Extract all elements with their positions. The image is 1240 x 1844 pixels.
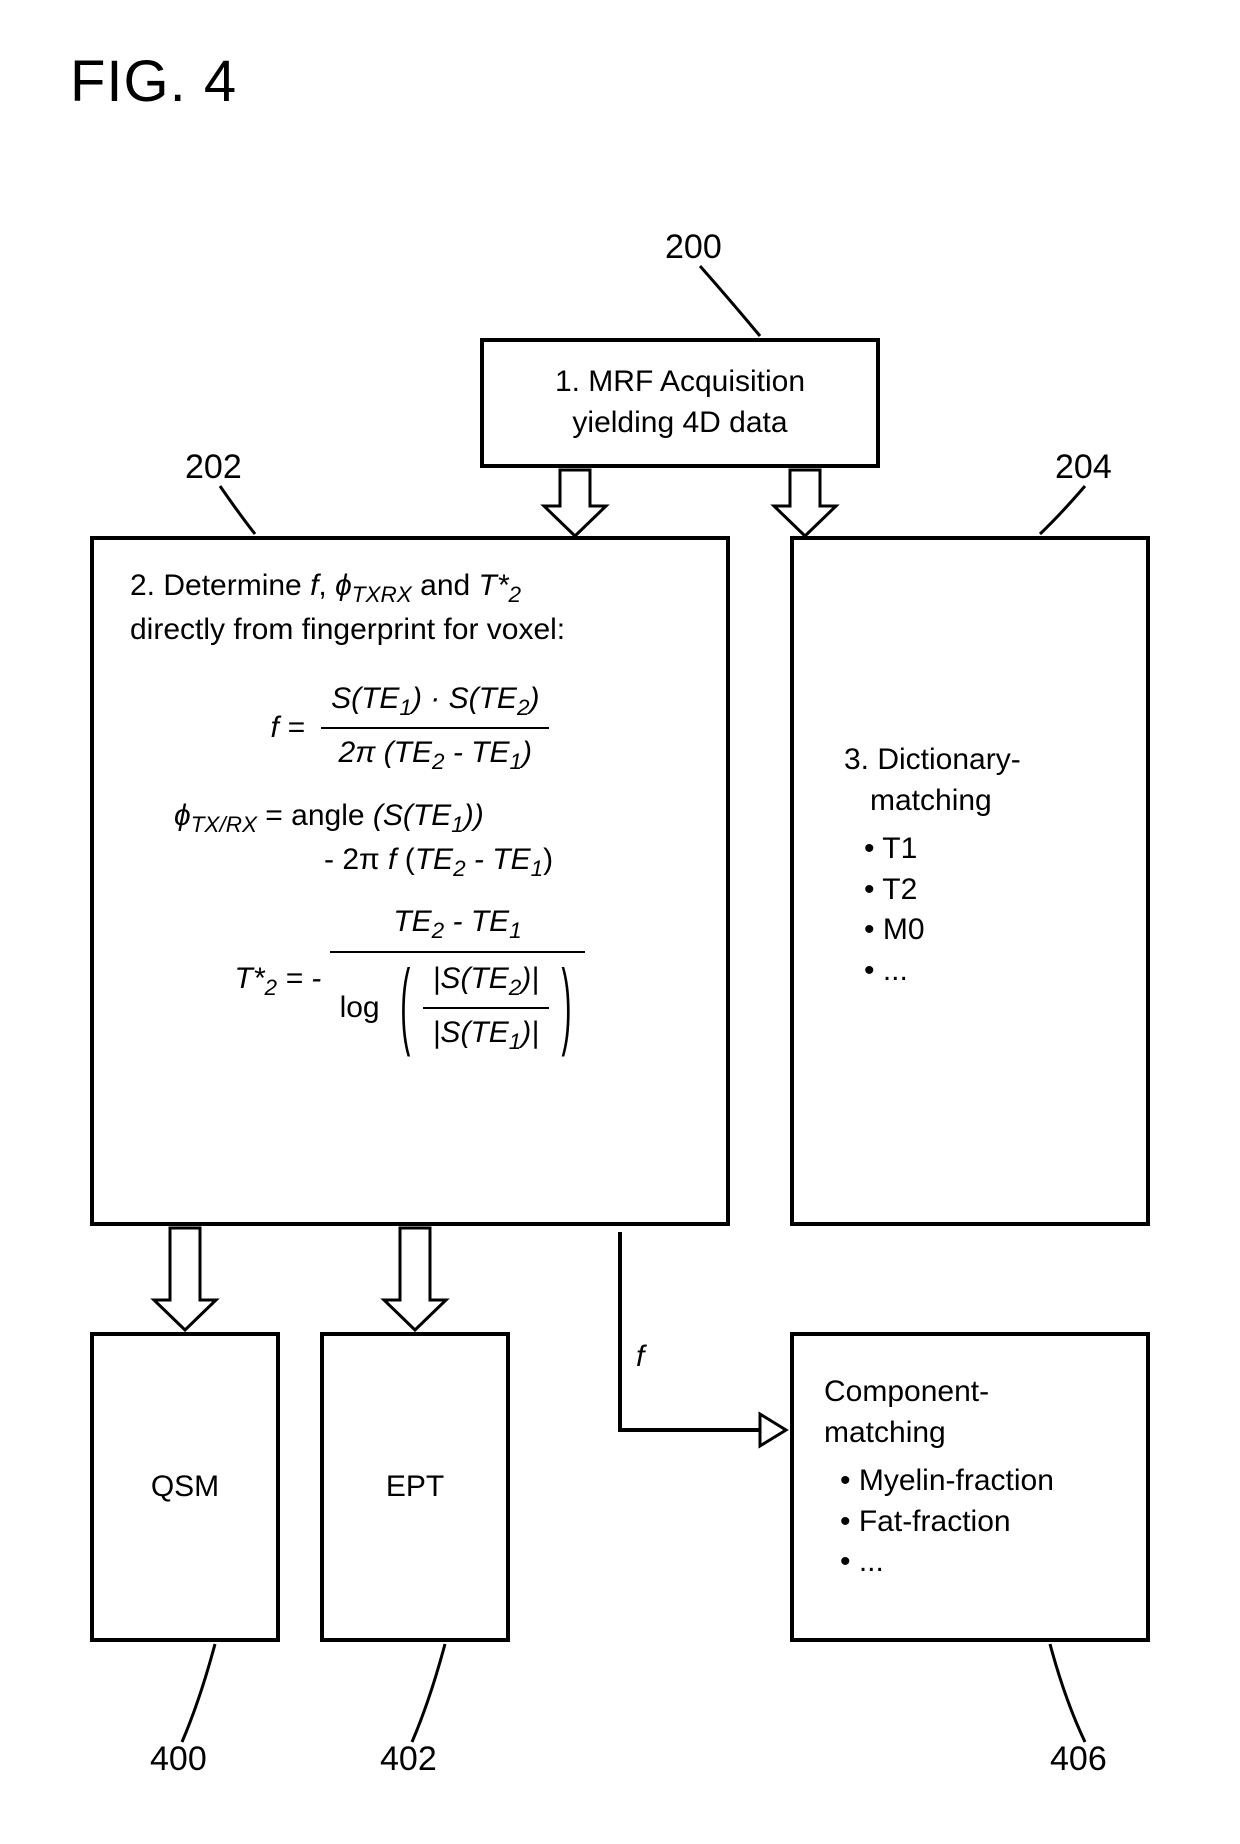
figure-label: FIG. 4 bbox=[70, 48, 237, 115]
dict-item: ... bbox=[864, 951, 1146, 992]
comp-item: ... bbox=[840, 1542, 1132, 1583]
eq-t2star: T*2 = - TE2 - TE1 log ( |S(TE2)| |S(TE1)… bbox=[114, 900, 706, 1061]
dict-item: T2 bbox=[864, 870, 1146, 911]
ref-200: 200 bbox=[665, 228, 722, 267]
box-component-matching: Component- matching Myelin-fraction Fat-… bbox=[790, 1332, 1150, 1642]
txt: , bbox=[318, 569, 335, 602]
heading-suffix: directly from fingerprint for voxel: bbox=[130, 613, 565, 646]
qsm-label: QSM bbox=[151, 1467, 219, 1508]
phi-sym: ϕ bbox=[335, 569, 352, 602]
box-ept: EPT bbox=[320, 1332, 510, 1642]
ref-402: 402 bbox=[380, 1740, 437, 1779]
txt: 2. Determine bbox=[130, 569, 310, 602]
ref-202: 202 bbox=[185, 448, 242, 487]
t2-sub: 2 bbox=[509, 582, 522, 607]
phi-sub: TXRX bbox=[352, 582, 412, 607]
comp-item: Fat-fraction bbox=[840, 1502, 1132, 1543]
eq-f: f = S(TE1) · S(TE2) 2π (TE2 - TE1) bbox=[114, 677, 706, 780]
ref-406: 406 bbox=[1050, 1740, 1107, 1779]
comp-title1: Component- bbox=[824, 1372, 1132, 1413]
box-dictionary-matching: 3. Dictionary- matching T1 T2 M0 ... bbox=[790, 536, 1150, 1226]
box-qsm: QSM bbox=[90, 1332, 280, 1642]
ref-204: 204 bbox=[1055, 448, 1112, 487]
dict-bullets: T1 T2 M0 ... bbox=[794, 829, 1146, 991]
acq-line2: yielding 4D data bbox=[484, 403, 876, 444]
txt: and bbox=[412, 569, 479, 602]
comp-title2: matching bbox=[824, 1413, 1132, 1454]
dict-item: T1 bbox=[864, 829, 1146, 870]
eq-phi: ϕTX/RX = angle (S(TE1)) - 2π f (TE2 - TE… bbox=[114, 796, 706, 885]
comp-bullets: Myelin-fraction Fat-fraction ... bbox=[824, 1461, 1132, 1583]
t2-T: T bbox=[479, 569, 497, 602]
ept-label: EPT bbox=[386, 1467, 444, 1508]
dict-title2: matching bbox=[794, 781, 1146, 822]
arrow-label-f: f bbox=[636, 1340, 644, 1374]
acq-line1: 1. MRF Acquisition bbox=[484, 362, 876, 403]
box-determine: 2. Determine f, ϕTXRX and T*2 directly f… bbox=[90, 536, 730, 1226]
ref-400: 400 bbox=[150, 1740, 207, 1779]
dict-item: M0 bbox=[864, 910, 1146, 951]
t2-star: * bbox=[497, 569, 509, 602]
dict-title1: 3. Dictionary- bbox=[794, 740, 1146, 781]
determine-heading: 2. Determine f, ϕTXRX and T*2 directly f… bbox=[114, 566, 706, 661]
box-mrf-acquisition: 1. MRF Acquisition yielding 4D data bbox=[480, 338, 880, 468]
comp-item: Myelin-fraction bbox=[840, 1461, 1132, 1502]
